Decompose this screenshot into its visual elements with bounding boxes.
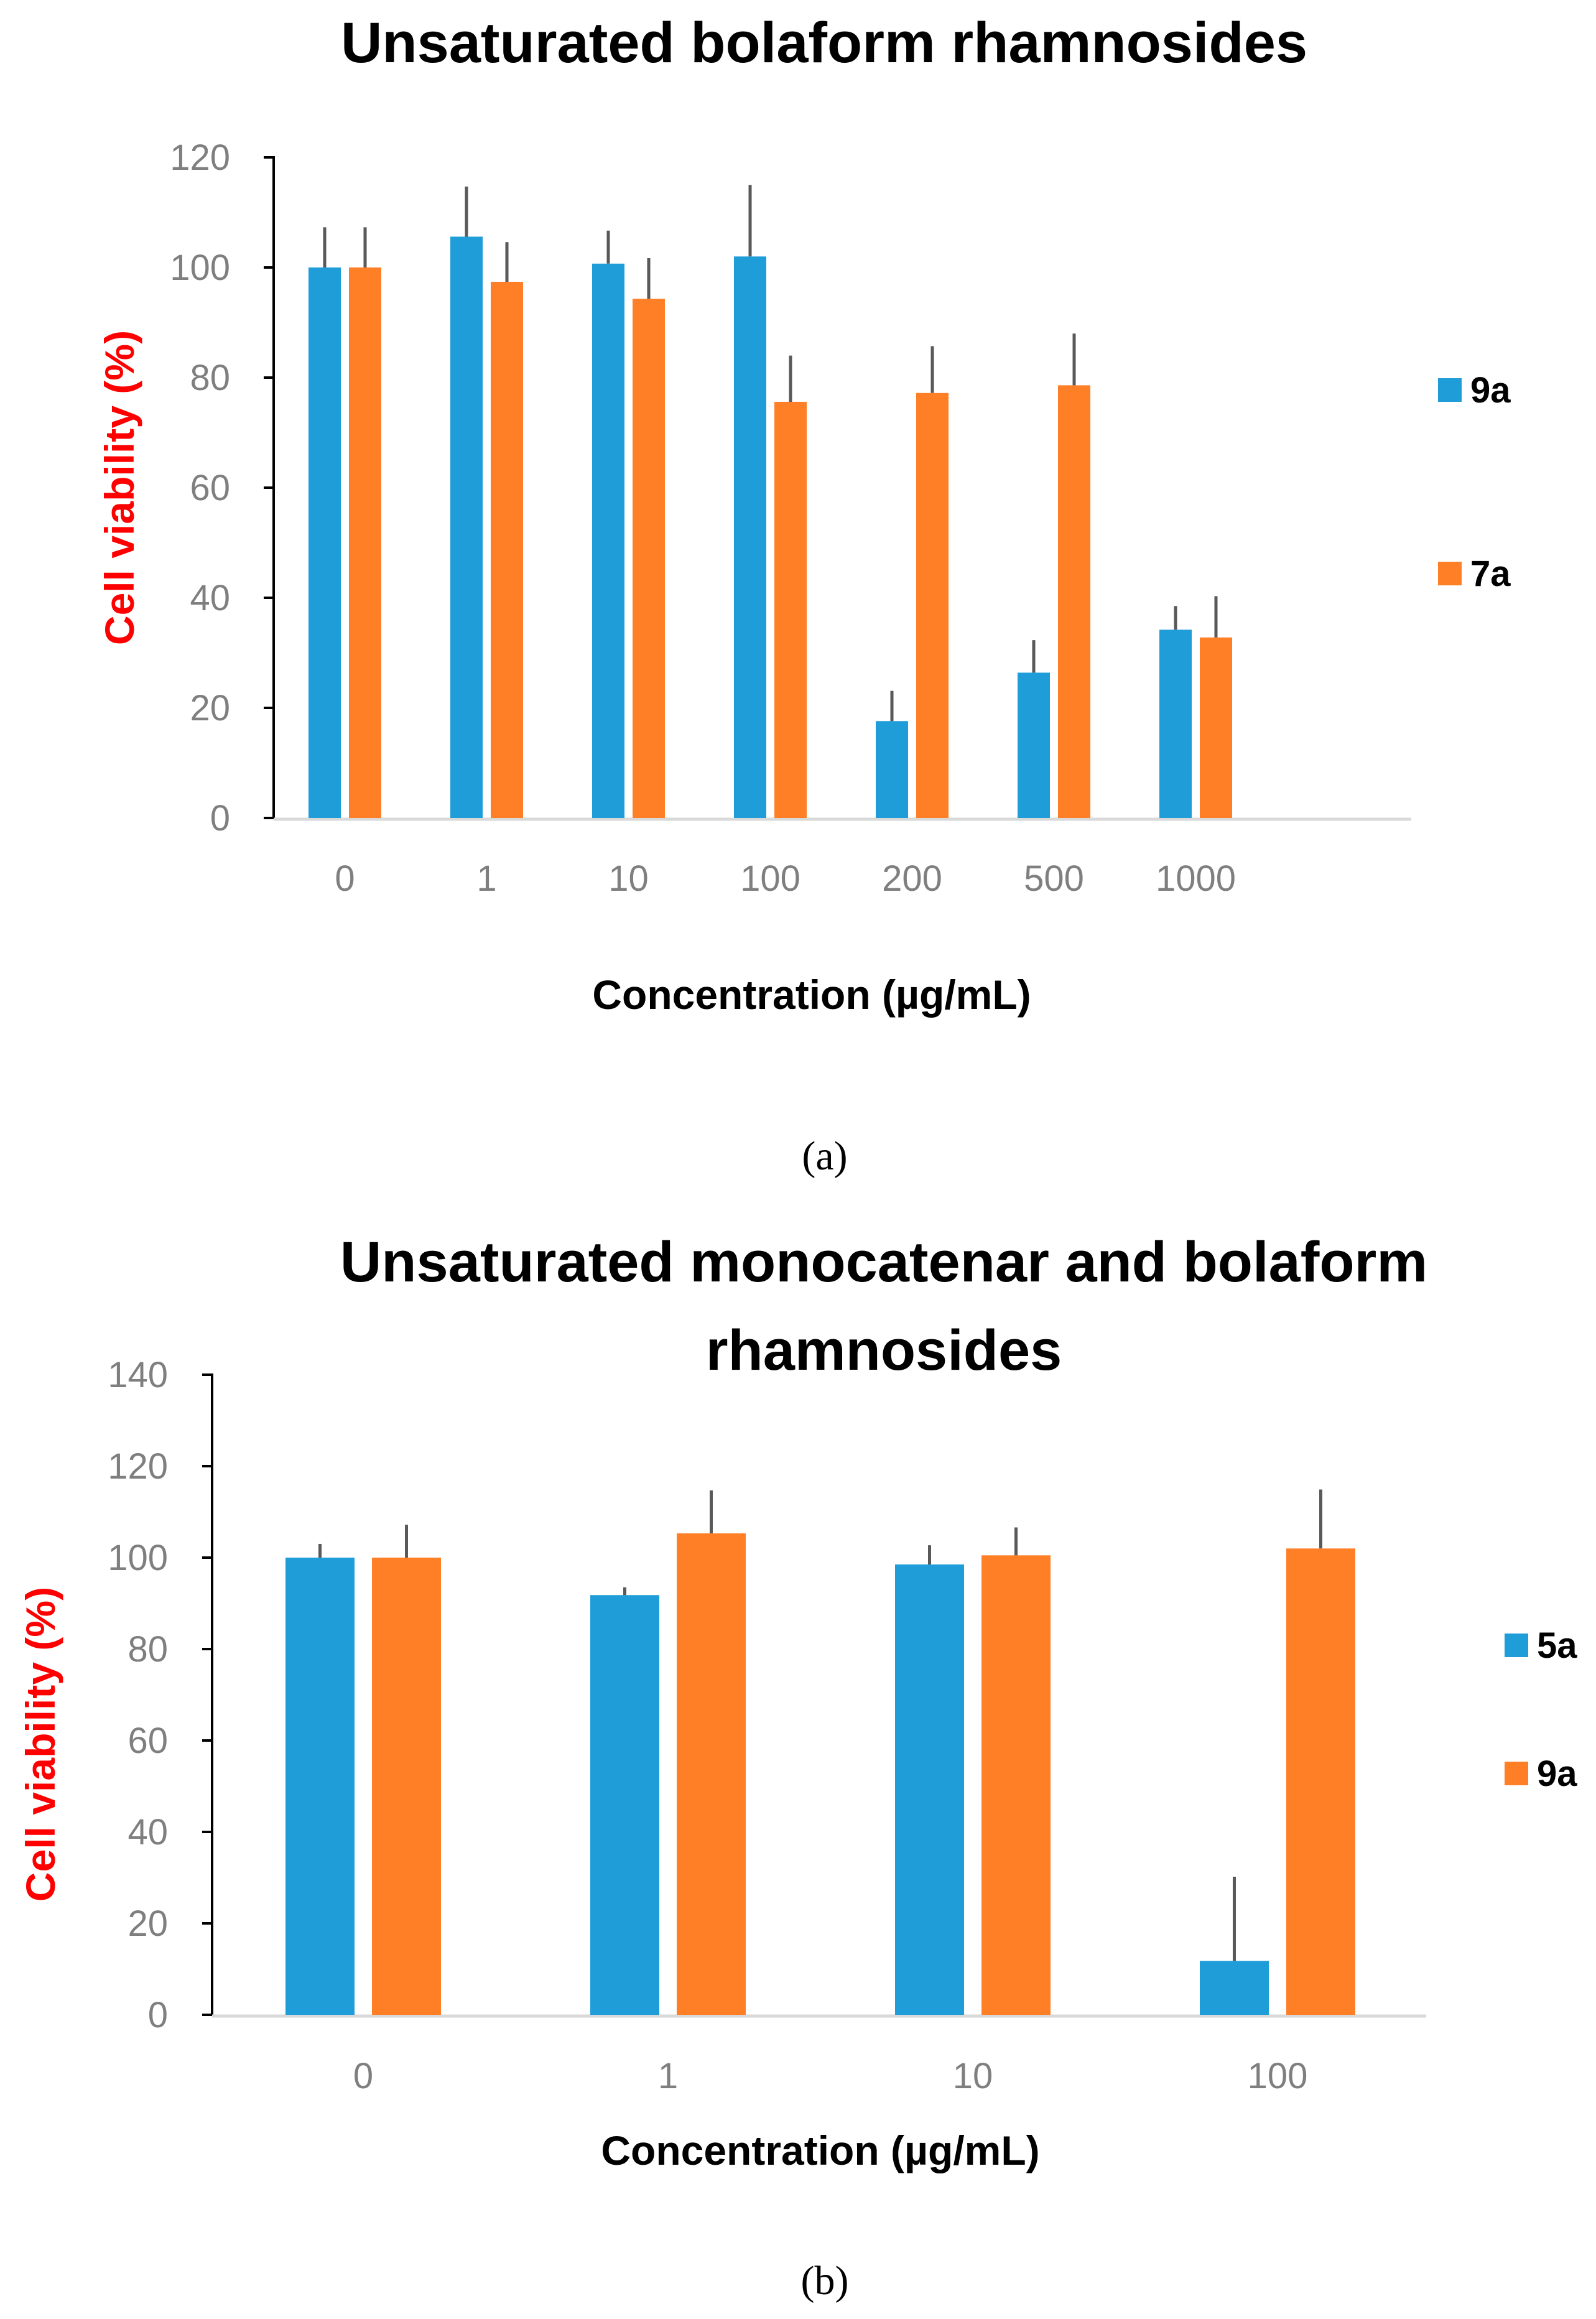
bar-9a-10 <box>981 1555 1051 2015</box>
y-tick-label: 60 <box>128 1721 168 1761</box>
y-axis-label: Cell viability (%) <box>96 330 142 645</box>
legend-label: 9a <box>1537 1754 1577 1794</box>
y-tick-label: 20 <box>128 1903 168 1944</box>
bar-5a-100 <box>1200 1961 1269 2015</box>
bar-9a-0 <box>309 267 341 818</box>
y-tick-label: 60 <box>190 468 230 508</box>
figure-caption: (b) <box>801 2258 849 2303</box>
x-tick-label: 1000 <box>1156 858 1236 899</box>
y-tick-label: 20 <box>190 688 230 728</box>
legend-swatch <box>1438 378 1462 402</box>
x-axis-label: Concentration (µg/mL) <box>592 972 1031 1018</box>
figure-caption: (a) <box>802 1133 847 1179</box>
y-tick-label: 0 <box>148 1995 168 2035</box>
bar-9a-100 <box>1286 1548 1355 2015</box>
y-tick-label: 100 <box>170 248 230 288</box>
bar-9a-10 <box>592 263 624 818</box>
x-tick-label: 0 <box>335 858 355 899</box>
y-tick-label: 120 <box>108 1446 168 1487</box>
chart-title: Unsaturated bolaform rhamnosides <box>341 11 1307 75</box>
bar-7a-100 <box>774 401 807 818</box>
bar-9a-100 <box>734 256 766 818</box>
y-tick-label: 40 <box>128 1812 168 1852</box>
bar-5a-0 <box>285 1558 355 2015</box>
x-axis-label: Concentration (µg/mL) <box>601 2127 1039 2173</box>
bar-7a-1000 <box>1200 637 1232 818</box>
bar-7a-200 <box>916 393 949 818</box>
legend-label: 5a <box>1537 1625 1577 1666</box>
bar-9a-1 <box>450 236 483 818</box>
y-tick-label: 120 <box>170 137 230 178</box>
y-axis-label: Cell viability (%) <box>17 1587 63 1902</box>
y-tick-label: 0 <box>210 798 230 839</box>
x-tick-label: 200 <box>882 858 942 899</box>
bar-7a-1 <box>491 282 523 818</box>
bar-9a-1 <box>677 1533 746 2015</box>
x-tick-label: 100 <box>1248 2056 1308 2096</box>
bar-7a-10 <box>633 299 665 818</box>
bar-7a-500 <box>1058 385 1090 818</box>
bar-9a-200 <box>876 721 908 818</box>
chart-b: Unsaturated monocatenar and bolaform rham… <box>17 1230 1577 2303</box>
x-tick-label: 10 <box>953 2056 993 2096</box>
legend-swatch <box>1505 1762 1528 1785</box>
bar-9a-500 <box>1018 672 1050 818</box>
chart-a: Unsaturated bolaform rhamnosides 0 20 40 60 8… <box>96 11 1511 1179</box>
x-tick-label: 0 <box>353 2056 373 2096</box>
chart-title: rhamnosides <box>706 1319 1062 1382</box>
x-tick-label: 100 <box>740 858 800 899</box>
y-tick-label: 140 <box>108 1355 168 1395</box>
x-tick-label: 1 <box>658 2056 678 2096</box>
legend-label: 7a <box>1470 554 1511 594</box>
bar-9a-0 <box>372 1558 441 2015</box>
x-tick-label: 10 <box>608 858 649 899</box>
y-tick-label: 40 <box>190 578 230 618</box>
legend-swatch <box>1505 1634 1528 1657</box>
chart-title: Unsaturated monocatenar and bolaform <box>340 1230 1427 1294</box>
bar-5a-1 <box>590 1595 659 2015</box>
bar-5a-10 <box>895 1564 964 2015</box>
legend-label: 9a <box>1470 370 1511 411</box>
bar-9a-1000 <box>1159 630 1192 818</box>
x-tick-label: 500 <box>1024 858 1084 899</box>
y-tick-label: 80 <box>128 1629 168 1670</box>
legend-swatch <box>1438 562 1462 585</box>
y-tick-label: 80 <box>190 358 230 398</box>
y-tick-label: 100 <box>108 1538 168 1578</box>
bar-7a-0 <box>349 267 381 818</box>
x-tick-label: 1 <box>476 858 496 899</box>
